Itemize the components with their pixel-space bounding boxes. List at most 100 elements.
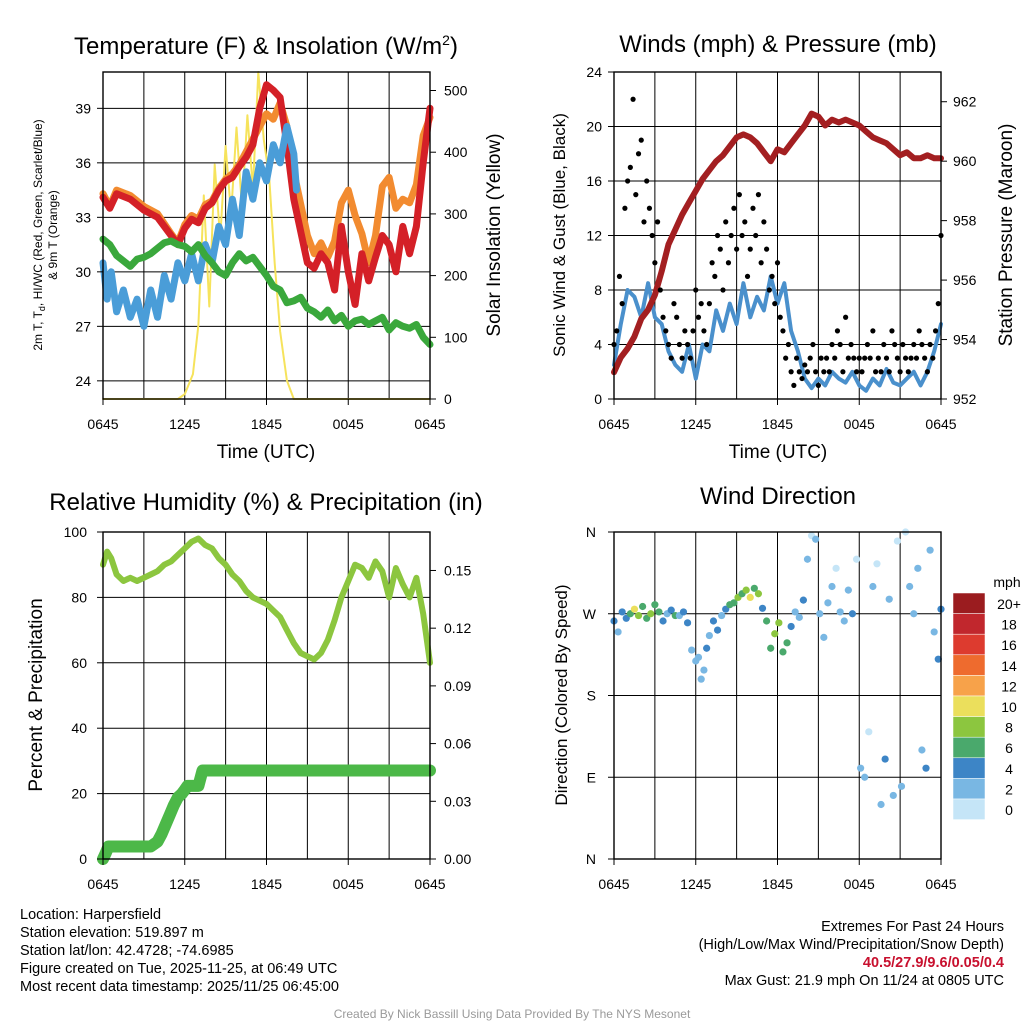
- direction-point: [906, 582, 914, 591]
- gust-point: [905, 369, 911, 375]
- direction-point: [857, 764, 865, 772]
- gust-point: [922, 355, 928, 361]
- dir-xtick-3: 0045: [844, 876, 875, 892]
- gust-point: [690, 328, 696, 334]
- temp-xtick-2: 1845: [251, 416, 282, 432]
- legend-swatch-7: [952, 736, 986, 759]
- dir-xtick-1: 1245: [680, 876, 711, 892]
- gust-point: [644, 178, 650, 184]
- rh-ylabel: Percent & Precipitation: [26, 598, 47, 791]
- direction-point: [647, 610, 655, 618]
- gust-point: [734, 246, 740, 252]
- direction-point: [651, 601, 659, 609]
- rh-ytick-right-4: 0.12: [444, 620, 471, 636]
- temp-xtick-4: 0645: [414, 416, 445, 432]
- legend-label-3: 14: [1001, 658, 1017, 674]
- direction-point: [877, 800, 885, 809]
- rh-xtick-0: 0645: [87, 876, 118, 892]
- gust-point: [840, 369, 846, 375]
- gust-point: [916, 328, 922, 334]
- gust-point: [927, 341, 933, 348]
- gust-point: [799, 375, 805, 382]
- gust-point: [706, 301, 712, 307]
- gust-point: [785, 341, 792, 348]
- temp-ytick-right-3: 300: [444, 206, 468, 222]
- gust-point: [714, 232, 721, 239]
- gust-point: [864, 341, 871, 348]
- credit-line: Created By Nick Bassill Using Data Provi…: [333, 1007, 691, 1021]
- wind-ytick-4: 16: [586, 173, 602, 189]
- gust-point: [813, 369, 819, 375]
- direction-point: [848, 610, 857, 618]
- legend-swatch-2: [952, 633, 986, 656]
- direction-point: [750, 584, 758, 592]
- direction-point: [897, 782, 906, 790]
- wind-xtick-0: 0645: [598, 416, 629, 432]
- direction-point: [758, 604, 767, 612]
- gust-point: [810, 341, 816, 348]
- rh-ytick-1: 20: [71, 786, 87, 802]
- gust-point: [870, 328, 876, 334]
- direction-point: [767, 644, 775, 652]
- extremes-subtitle: (High/Low/Max Wind/Precipitation/Snow De…: [698, 937, 1004, 953]
- gust-point: [772, 301, 778, 307]
- wind-xtick-3: 0045: [844, 416, 875, 432]
- direction-point: [832, 564, 840, 572]
- gust-point: [889, 328, 895, 334]
- gust-point: [630, 96, 636, 102]
- gust-point: [665, 341, 672, 348]
- gust-point: [766, 287, 772, 293]
- wind-grid: [613, 71, 942, 400]
- temp-ylabel-right: Solar Insolation (Yellow): [484, 133, 505, 336]
- direction-point: [787, 622, 795, 631]
- direction-point: [730, 599, 738, 607]
- rh-ytick-right-1: 0.03: [444, 793, 471, 809]
- wind-ylabel-right: Station Pressure (Maroon): [996, 124, 1017, 347]
- direction-point: [709, 617, 718, 625]
- gust-point: [614, 328, 620, 334]
- direction-point: [881, 755, 889, 763]
- gust-point: [873, 369, 879, 375]
- legend-label-2: 16: [1001, 637, 1017, 653]
- gust-point: [818, 355, 824, 361]
- dir-ytick-3: W: [583, 606, 597, 622]
- temp-xtick-0: 0645: [87, 416, 118, 432]
- direction-point: [812, 535, 820, 543]
- rh-ytick-5: 100: [64, 524, 88, 540]
- wind-ytick-right-0: 952: [953, 391, 977, 407]
- wind-series-1: [611, 110, 944, 376]
- gust-point: [671, 301, 677, 307]
- gust-point: [663, 328, 669, 334]
- gust-point: [856, 355, 862, 361]
- direction-point: [799, 596, 807, 604]
- gust-point: [731, 205, 737, 211]
- legend-label-7: 6: [1005, 740, 1013, 756]
- temp-ytick-3: 33: [75, 209, 91, 225]
- temp-ytick-right-5: 500: [444, 83, 468, 99]
- gust-point: [802, 362, 808, 368]
- gust-point: [859, 369, 865, 375]
- gust-point: [627, 164, 633, 170]
- direction-point: [683, 619, 692, 627]
- direction-point: [713, 626, 722, 634]
- direction-point: [618, 608, 626, 616]
- legend-label-8: 4: [1005, 761, 1013, 777]
- direction-point: [885, 595, 893, 603]
- gust-point: [826, 369, 832, 375]
- extremes-values: 40.5/27.9/9.6/0.05/0.4: [862, 955, 1004, 971]
- gust-point: [728, 232, 734, 239]
- gust-point: [739, 232, 745, 239]
- rh-ytick-0: 0: [79, 851, 87, 867]
- legend-label-5: 10: [1001, 699, 1017, 715]
- direction-point: [861, 773, 869, 781]
- wind-ytick-right-5: 962: [953, 94, 977, 110]
- gust-point: [652, 260, 658, 266]
- gust-point: [924, 369, 930, 375]
- direction-point: [852, 555, 861, 563]
- direction-point: [783, 639, 791, 647]
- direction-point: [771, 630, 779, 638]
- wind-ytick-0: 0: [594, 391, 602, 407]
- temp-series-4: [99, 235, 434, 348]
- direction-point: [775, 619, 783, 627]
